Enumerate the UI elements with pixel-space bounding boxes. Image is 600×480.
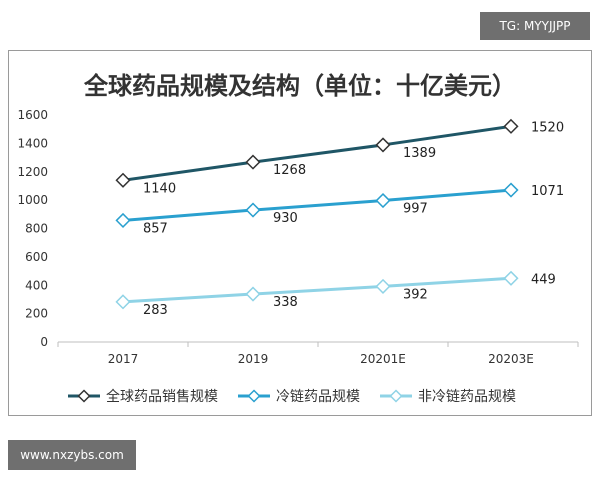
data-label: 1140 xyxy=(143,181,176,196)
chart-frame xyxy=(8,50,592,416)
data-label: 338 xyxy=(273,295,298,310)
data-point xyxy=(503,118,519,134)
data-point xyxy=(115,172,131,188)
legend-label: 非冷链药品规模 xyxy=(418,389,516,405)
data-label: 1389 xyxy=(403,146,436,161)
series-2: 283 338 392 449 xyxy=(115,270,556,318)
series-layer: 1140 1268 1389 1520 857 930 997 1071 283 338 392 44… xyxy=(115,118,564,318)
legend-label: 冷链药品规模 xyxy=(276,389,360,405)
legend-marker xyxy=(77,389,91,403)
data-point xyxy=(503,182,519,198)
data-point xyxy=(375,137,391,153)
series-1: 857 930 997 1071 xyxy=(115,182,564,236)
legend-label: 全球药品销售规模 xyxy=(106,388,218,405)
data-label: 283 xyxy=(143,303,168,318)
legend: 全球药品销售规模 冷链药品规模 非冷链药品规模 xyxy=(68,388,516,405)
legend-item: 冷链药品规模 xyxy=(238,389,360,405)
y-tick-label: 1600 xyxy=(17,108,48,122)
x-axis: 2017 2019 20201E 20203E xyxy=(57,341,579,366)
data-label: 392 xyxy=(403,287,428,302)
data-point xyxy=(503,270,519,286)
y-tick-label: 1400 xyxy=(17,136,48,150)
series-line xyxy=(122,276,512,304)
x-tick-label: 2017 xyxy=(108,352,139,366)
y-axis: 0 200 400 600 800 1000 1200 1400 1600 xyxy=(17,108,48,349)
chart-title: 全球药品规模及结构（单位：十亿美元） xyxy=(84,72,516,100)
data-point xyxy=(375,278,391,294)
legend-marker xyxy=(389,389,403,403)
data-point xyxy=(245,154,261,170)
y-tick-label: 800 xyxy=(25,222,48,236)
legend-marker xyxy=(247,389,261,403)
y-tick-label: 600 xyxy=(25,250,48,264)
data-label: 1520 xyxy=(531,120,564,135)
x-tick-label: 20201E xyxy=(360,352,406,366)
data-label: 1268 xyxy=(273,163,306,178)
x-tick-label: 2019 xyxy=(238,352,269,366)
y-tick-label: 400 xyxy=(25,278,48,292)
data-point xyxy=(245,286,261,302)
series-line xyxy=(122,188,512,222)
watermark-top: TG: MYYJJPP xyxy=(480,12,590,40)
legend-item: 全球药品销售规模 xyxy=(68,388,218,405)
data-label: 997 xyxy=(403,202,428,217)
data-label: 930 xyxy=(273,211,298,226)
x-tick-label: 20203E xyxy=(488,352,534,366)
data-label: 1071 xyxy=(531,184,564,199)
y-tick-label: 200 xyxy=(25,307,48,321)
data-point xyxy=(245,202,261,218)
data-label: 449 xyxy=(531,272,556,287)
legend-item: 非冷链药品规模 xyxy=(380,389,516,405)
series-0: 1140 1268 1389 1520 xyxy=(115,118,564,196)
data-label: 857 xyxy=(143,221,168,236)
y-tick-label: 1200 xyxy=(17,165,48,179)
y-tick-label: 0 xyxy=(40,335,48,349)
watermark-bottom: www.nxzybs.com xyxy=(8,440,136,470)
data-point xyxy=(115,212,131,228)
y-tick-label: 1000 xyxy=(17,193,48,207)
data-point xyxy=(375,192,391,209)
data-point xyxy=(115,294,131,310)
series-line xyxy=(122,124,512,182)
